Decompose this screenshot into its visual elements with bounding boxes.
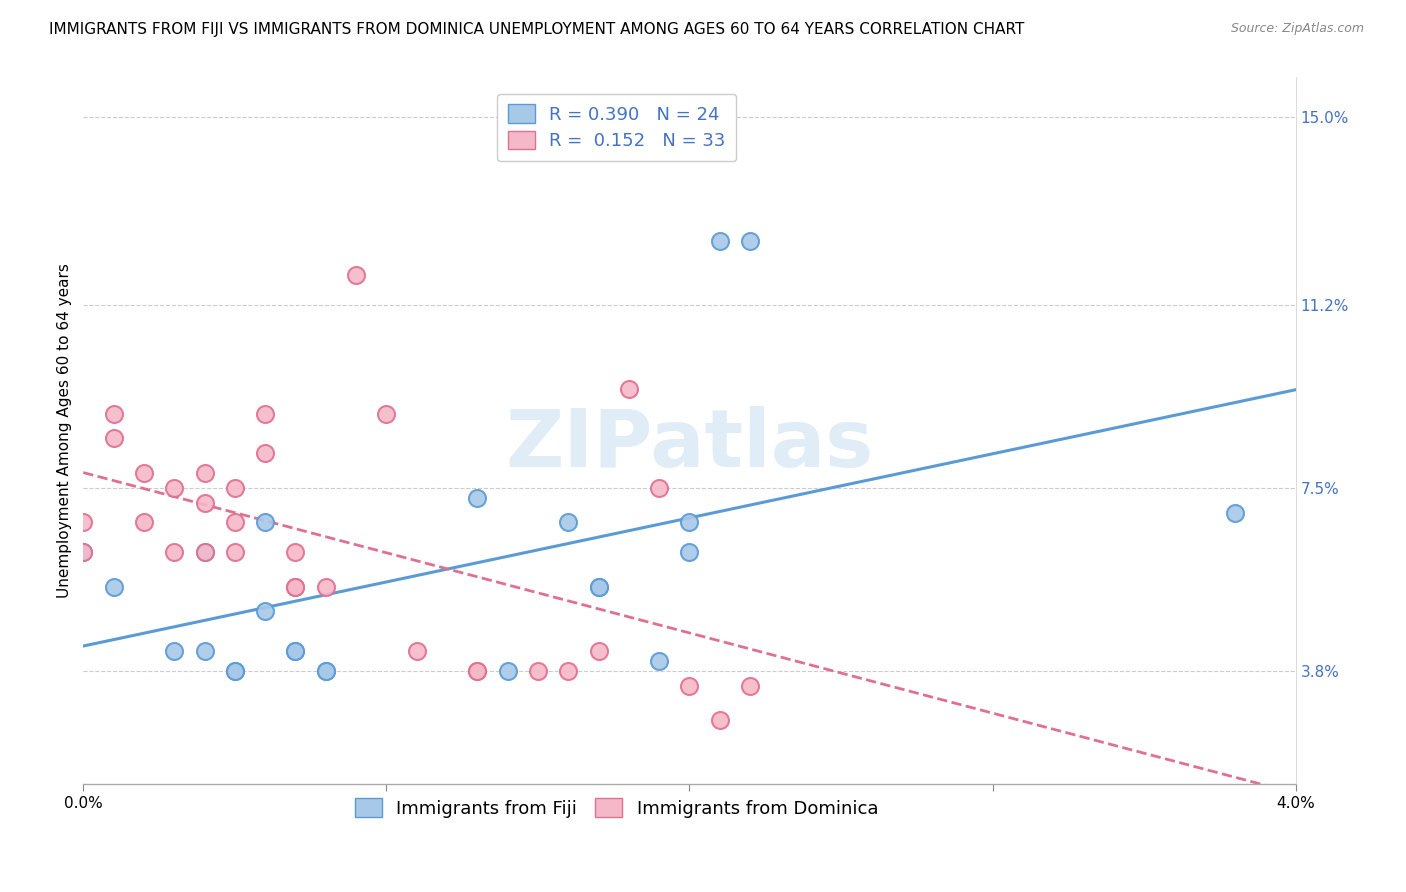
Point — [193, 466, 215, 480]
Point — [678, 679, 700, 693]
Point — [103, 407, 125, 421]
Point — [163, 644, 186, 658]
Point — [405, 644, 427, 658]
Point — [103, 431, 125, 445]
Point — [375, 407, 398, 421]
Point — [284, 580, 307, 594]
Point — [315, 664, 337, 678]
Text: ZIPatlas: ZIPatlas — [505, 406, 873, 484]
Point — [709, 713, 731, 727]
Point — [557, 516, 579, 530]
Point — [224, 516, 246, 530]
Point — [193, 495, 215, 509]
Point — [315, 580, 337, 594]
Point — [163, 481, 186, 495]
Point — [678, 545, 700, 559]
Point — [284, 545, 307, 559]
Legend: Immigrants from Fiji, Immigrants from Dominica: Immigrants from Fiji, Immigrants from Do… — [347, 791, 886, 825]
Point — [678, 516, 700, 530]
Point — [224, 664, 246, 678]
Point — [193, 644, 215, 658]
Point — [72, 545, 94, 559]
Point — [193, 545, 215, 559]
Point — [103, 580, 125, 594]
Point — [617, 382, 640, 396]
Point — [132, 516, 155, 530]
Point — [254, 407, 277, 421]
Point — [588, 580, 610, 594]
Point — [193, 545, 215, 559]
Point — [738, 234, 761, 248]
Point — [284, 580, 307, 594]
Point — [132, 466, 155, 480]
Point — [284, 644, 307, 658]
Point — [254, 516, 277, 530]
Point — [163, 545, 186, 559]
Point — [709, 234, 731, 248]
Point — [648, 654, 671, 668]
Point — [315, 664, 337, 678]
Point — [1223, 506, 1246, 520]
Point — [254, 604, 277, 618]
Point — [588, 644, 610, 658]
Point — [527, 664, 550, 678]
Point — [72, 545, 94, 559]
Point — [72, 516, 94, 530]
Point — [224, 481, 246, 495]
Point — [465, 664, 488, 678]
Point — [465, 491, 488, 505]
Point — [588, 580, 610, 594]
Text: Source: ZipAtlas.com: Source: ZipAtlas.com — [1230, 22, 1364, 36]
Point — [496, 664, 519, 678]
Y-axis label: Unemployment Among Ages 60 to 64 years: Unemployment Among Ages 60 to 64 years — [58, 263, 72, 599]
Point — [224, 664, 246, 678]
Text: IMMIGRANTS FROM FIJI VS IMMIGRANTS FROM DOMINICA UNEMPLOYMENT AMONG AGES 60 TO 6: IMMIGRANTS FROM FIJI VS IMMIGRANTS FROM … — [49, 22, 1025, 37]
Point — [344, 268, 367, 283]
Point — [738, 679, 761, 693]
Point — [284, 644, 307, 658]
Point — [465, 664, 488, 678]
Point — [224, 545, 246, 559]
Point — [254, 446, 277, 460]
Point — [557, 664, 579, 678]
Point — [648, 481, 671, 495]
